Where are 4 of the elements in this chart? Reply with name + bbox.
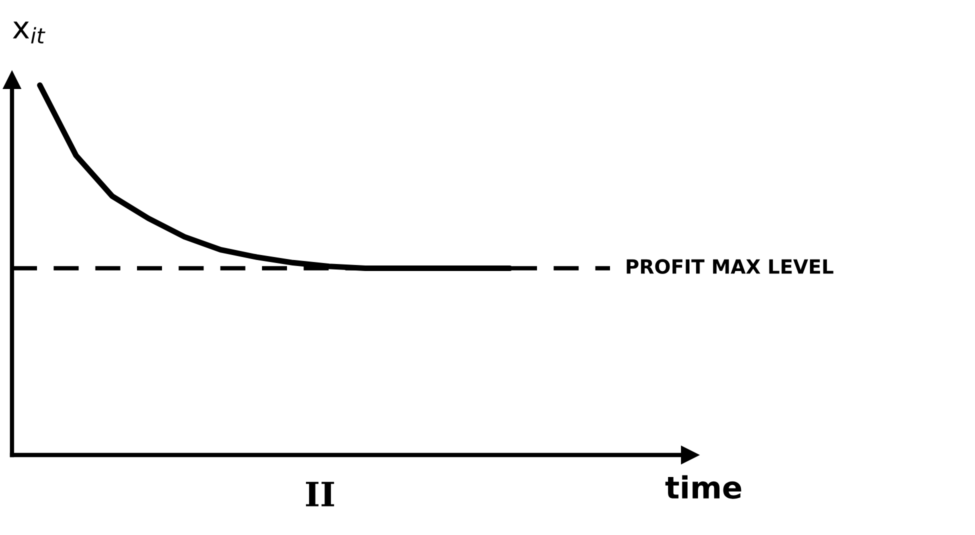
ref-line-label: PROFIT MAX LEVEL [626, 259, 834, 274]
x-axis-title: time [665, 475, 742, 499]
text: II [306, 482, 334, 506]
y-axis-title: x$_{it}$ [12, 22, 46, 44]
